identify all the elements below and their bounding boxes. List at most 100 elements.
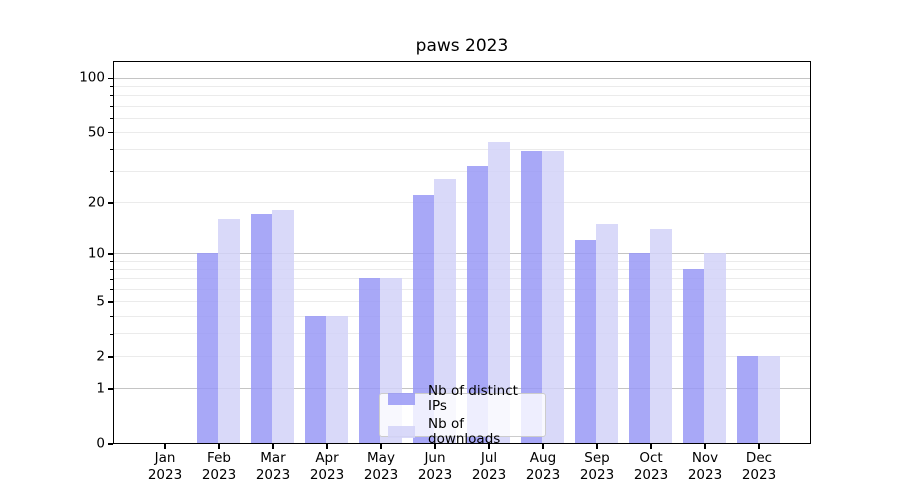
bar [326,315,348,444]
bar [758,356,780,444]
y-tick-label: 50 [87,123,105,140]
minor-gridline [114,105,810,107]
y-tick-label: 1 [96,380,105,397]
y-minor-tick-mark [110,356,113,358]
minor-gridline [114,131,810,133]
chart-title: paws 2023 [415,36,509,56]
bar [272,209,294,444]
major-gridline [114,253,810,255]
y-tick-label: 0 [96,435,105,452]
bar [596,223,618,444]
bar [682,269,705,444]
y-minor-tick-mark [110,171,113,173]
bar [358,278,381,444]
x-tick-mark [164,444,166,449]
y-minor-tick-mark [110,278,113,280]
x-tick-mark [596,444,598,449]
y-tick-mark [108,443,113,445]
bar [250,214,273,444]
y-minor-tick-mark [110,333,113,335]
x-tick-mark [542,444,544,449]
bar [736,356,759,444]
minor-gridline [114,260,810,262]
minor-gridline [114,278,810,280]
bar [520,150,543,444]
plot-area [113,61,811,444]
bar [542,150,564,444]
x-tick-label: Jun 2023 [417,450,453,483]
x-tick-label: Nov 2023 [687,450,723,483]
y-tick-mark [108,388,113,390]
minor-gridline [114,95,810,97]
y-tick-label: 10 [87,245,105,262]
y-tick-label: 2 [96,348,105,365]
y-minor-tick-mark [110,301,113,303]
y-minor-tick-mark [110,105,113,107]
y-tick-label: 100 [79,69,105,86]
x-tick-label: May 2023 [363,450,399,483]
bar [650,228,672,444]
y-minor-tick-mark [110,289,113,291]
minor-gridline [114,269,810,271]
x-tick-label: Jul 2023 [471,450,507,483]
bar [488,141,510,444]
bar [628,253,651,444]
x-tick-mark [758,444,760,449]
major-gridline [114,388,810,390]
x-tick-label: Dec 2023 [741,450,777,483]
minor-gridline [114,315,810,317]
x-tick-mark [434,444,436,449]
legend: Nb of distinct IPs Nb of downloads [379,383,546,446]
x-tick-mark [650,444,652,449]
x-tick-mark [488,444,490,449]
x-tick-label: Feb 2023 [201,450,237,483]
x-tick-mark [272,444,274,449]
bars-layer [114,62,810,444]
y-tick-label: 5 [96,293,105,310]
x-tick-mark [326,444,328,449]
y-minor-tick-mark [110,316,113,317]
bar [218,218,240,444]
bar [466,166,489,444]
x-tick-label: Jan 2023 [147,450,183,483]
legend-swatch-distinct-ips [388,392,415,405]
x-tick-label: Sep 2023 [579,450,615,483]
bar [434,179,456,444]
y-minor-tick-mark [110,117,113,119]
legend-entry-downloads: Nb of downloads [388,415,537,447]
bar [304,315,327,444]
minor-gridline [114,85,810,87]
y-tick-label: 20 [87,194,105,211]
y-tick-mark [108,253,113,255]
x-tick-mark [218,444,220,449]
bar [196,253,219,444]
y-minor-tick-mark [110,269,113,271]
y-minor-tick-mark [110,132,113,134]
minor-gridline [114,117,810,119]
x-tick-mark [704,444,706,449]
minor-gridline [114,301,810,303]
legend-swatch-downloads [388,425,415,438]
y-minor-tick-mark [110,149,113,151]
y-minor-tick-mark [110,261,113,263]
minor-gridline [114,333,810,335]
legend-entry-distinct-ips: Nb of distinct IPs [388,382,537,414]
minor-gridline [114,171,810,173]
bar [412,194,435,444]
x-tick-label: Aug 2023 [525,450,561,483]
bar [704,253,726,444]
legend-label-distinct-ips: Nb of distinct IPs [428,382,518,414]
minor-gridline [114,289,810,291]
x-tick-mark [380,444,382,449]
x-tick-label: Apr 2023 [309,450,345,483]
y-minor-tick-mark [110,202,113,204]
bar [574,240,597,444]
minor-gridline [114,202,810,204]
legend-label-downloads: Nb of downloads [428,415,501,447]
major-gridline [114,77,810,79]
x-tick-label: Oct 2023 [633,450,669,483]
gridlines-layer [114,62,810,443]
minor-gridline [114,356,810,358]
y-minor-tick-mark [110,95,113,97]
